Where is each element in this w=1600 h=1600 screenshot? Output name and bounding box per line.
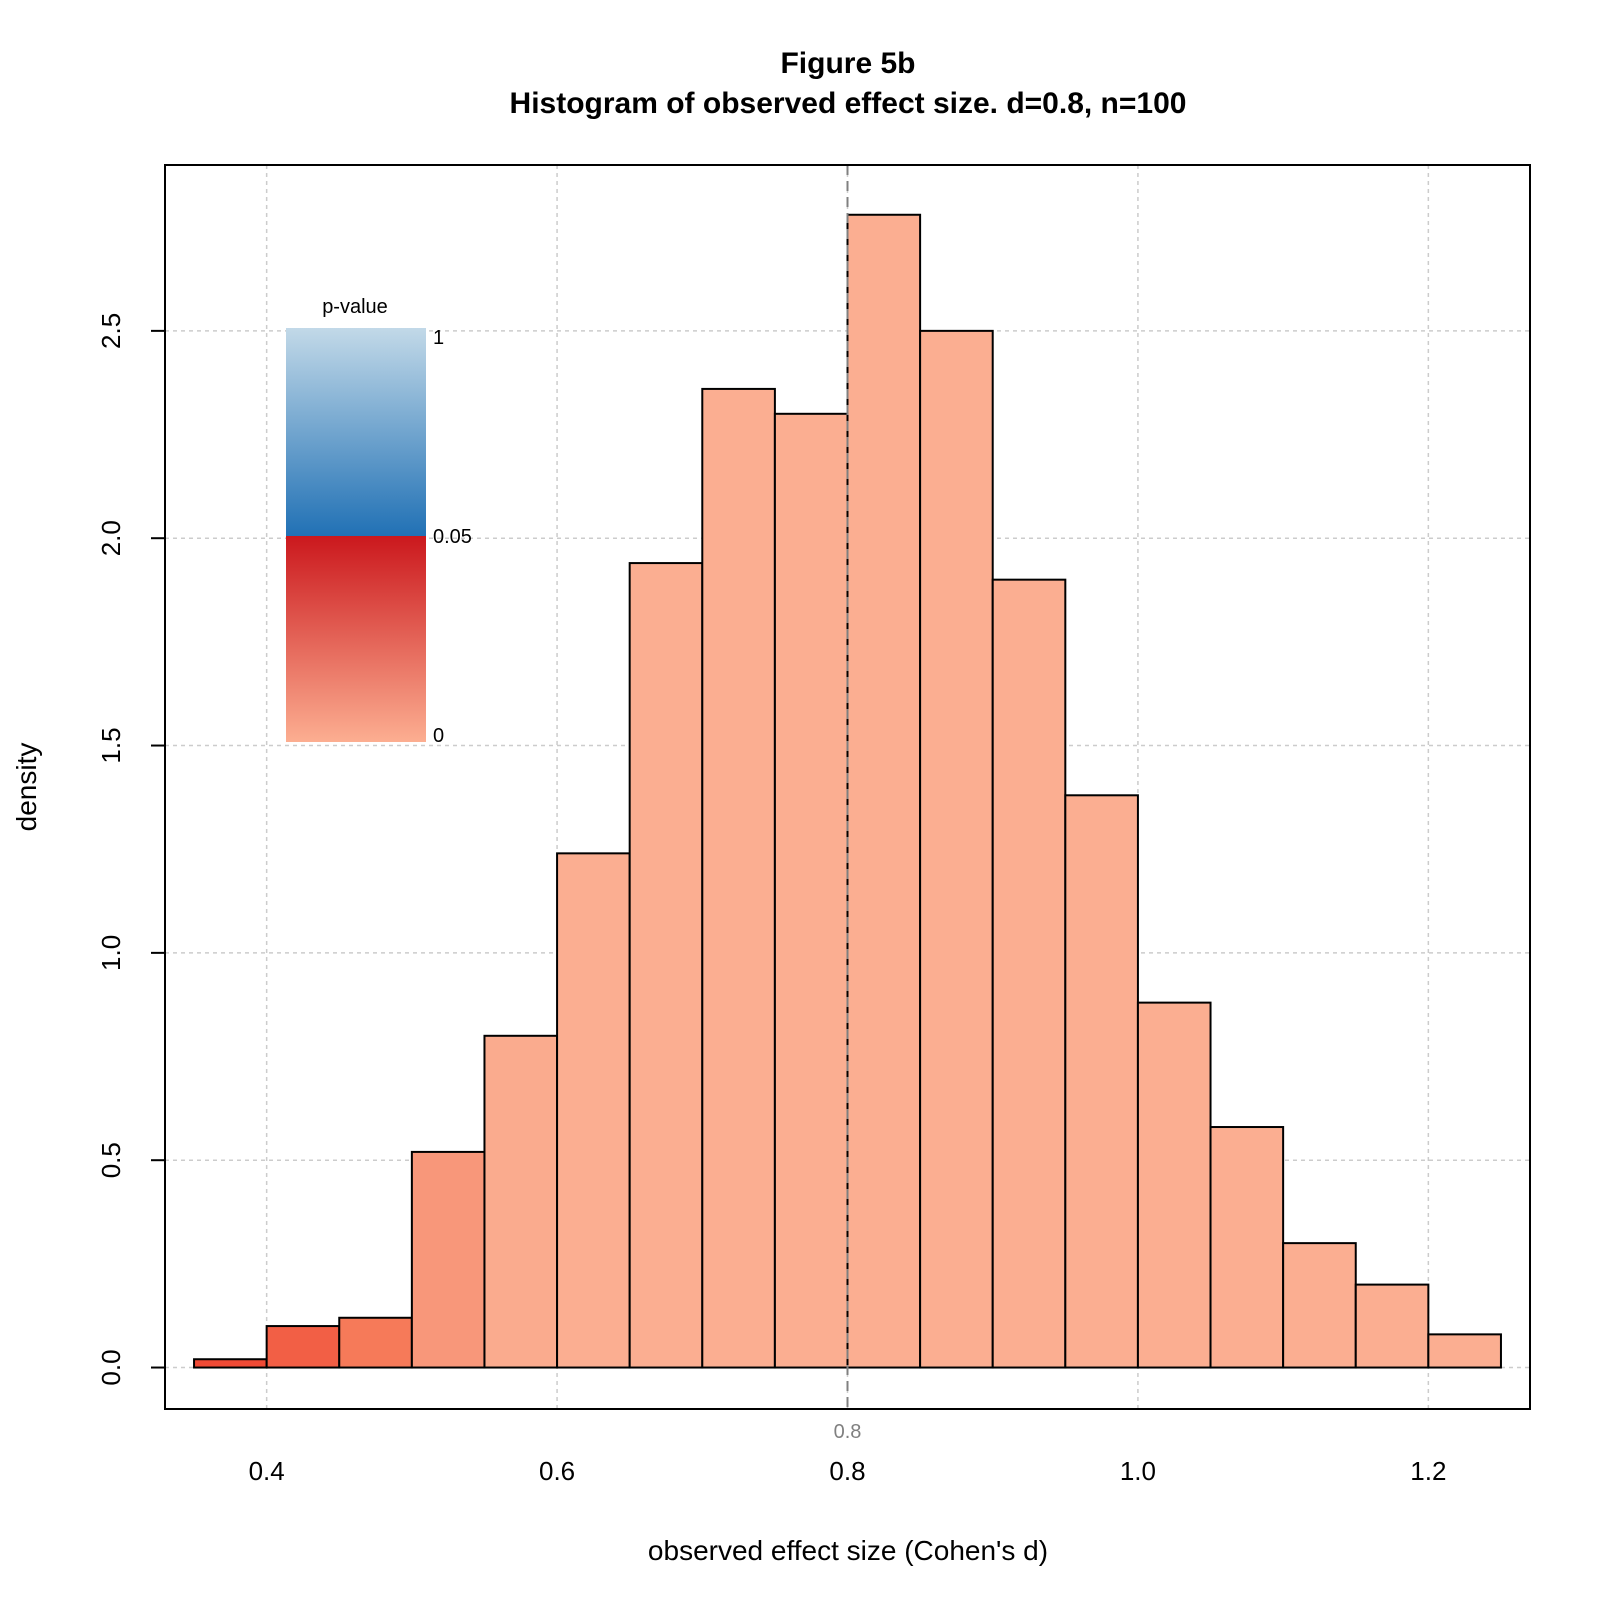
x-axis-label: observed effect size (Cohen's d) (648, 1535, 1048, 1566)
legend-label-mid: 0.05 (433, 526, 472, 548)
histogram-bar-1 (265, 1325, 341, 1369)
plot-frame (164, 164, 1531, 1410)
histogram-bar-0 (193, 1358, 268, 1369)
reference-line-group: 0.8 (834, 165, 862, 1443)
histogram-bar-4 (483, 1034, 559, 1369)
x-tick-label-1: 0.6 (539, 1456, 575, 1486)
chart-title: Figure 5b (780, 47, 915, 80)
legend-label-bottom: 0 (433, 725, 444, 747)
histogram-bar-11 (991, 578, 1067, 1369)
histogram-bar-3 (410, 1150, 486, 1369)
y-tick-label-2: 1.0 (96, 935, 126, 971)
histogram-bar-15 (1282, 1242, 1357, 1369)
histogram-bar-9 (846, 213, 922, 1369)
y-tick-label-5: 2.5 (96, 313, 126, 349)
x-tick-label-4: 1.2 (1410, 1456, 1446, 1486)
legend-title: p-value (322, 296, 388, 318)
y-axis: 0.0 0.5 1.0 1.5 2.0 2.5 (96, 313, 165, 1386)
chart-subtitle: Histogram of observed effect size. d=0.8… (510, 87, 1187, 120)
histogram-bar-12 (1064, 794, 1139, 1369)
y-tick-label-1: 0.5 (96, 1142, 126, 1178)
y-axis-label: density (11, 743, 42, 832)
histogram-bar-14 (1209, 1126, 1285, 1369)
legend-gradient-lower (286, 536, 426, 742)
histogram-bar-8 (773, 412, 849, 1369)
legend-label-top: 1 (433, 327, 444, 349)
histogram-bar-7 (701, 387, 776, 1369)
x-axis: 0.4 0.6 0.8 1.0 1.2 (249, 1456, 1447, 1486)
legend-gradient-upper (286, 328, 426, 536)
histogram-bars (193, 213, 1502, 1369)
reference-line-label: 0.8 (834, 1421, 862, 1443)
y-tick-label-3: 1.5 (96, 727, 126, 763)
x-tick-label-2: 0.8 (829, 1456, 865, 1486)
histogram-bar-13 (1136, 1001, 1212, 1369)
histogram-bar-17 (1427, 1333, 1502, 1369)
histogram-bar-10 (919, 329, 994, 1369)
y-tick-label-4: 2.0 (96, 520, 126, 556)
histogram-bar-6 (628, 562, 704, 1369)
x-tick-label-0: 0.4 (249, 1456, 285, 1486)
y-tick-label-0: 0.0 (96, 1349, 126, 1385)
histogram-bar-5 (556, 852, 631, 1369)
histogram-bar-2 (338, 1316, 413, 1369)
p-value-legend: p-value 1 0.05 0 (286, 296, 472, 747)
histogram-bar-16 (1354, 1283, 1430, 1369)
x-tick-label-3: 1.0 (1120, 1456, 1156, 1486)
